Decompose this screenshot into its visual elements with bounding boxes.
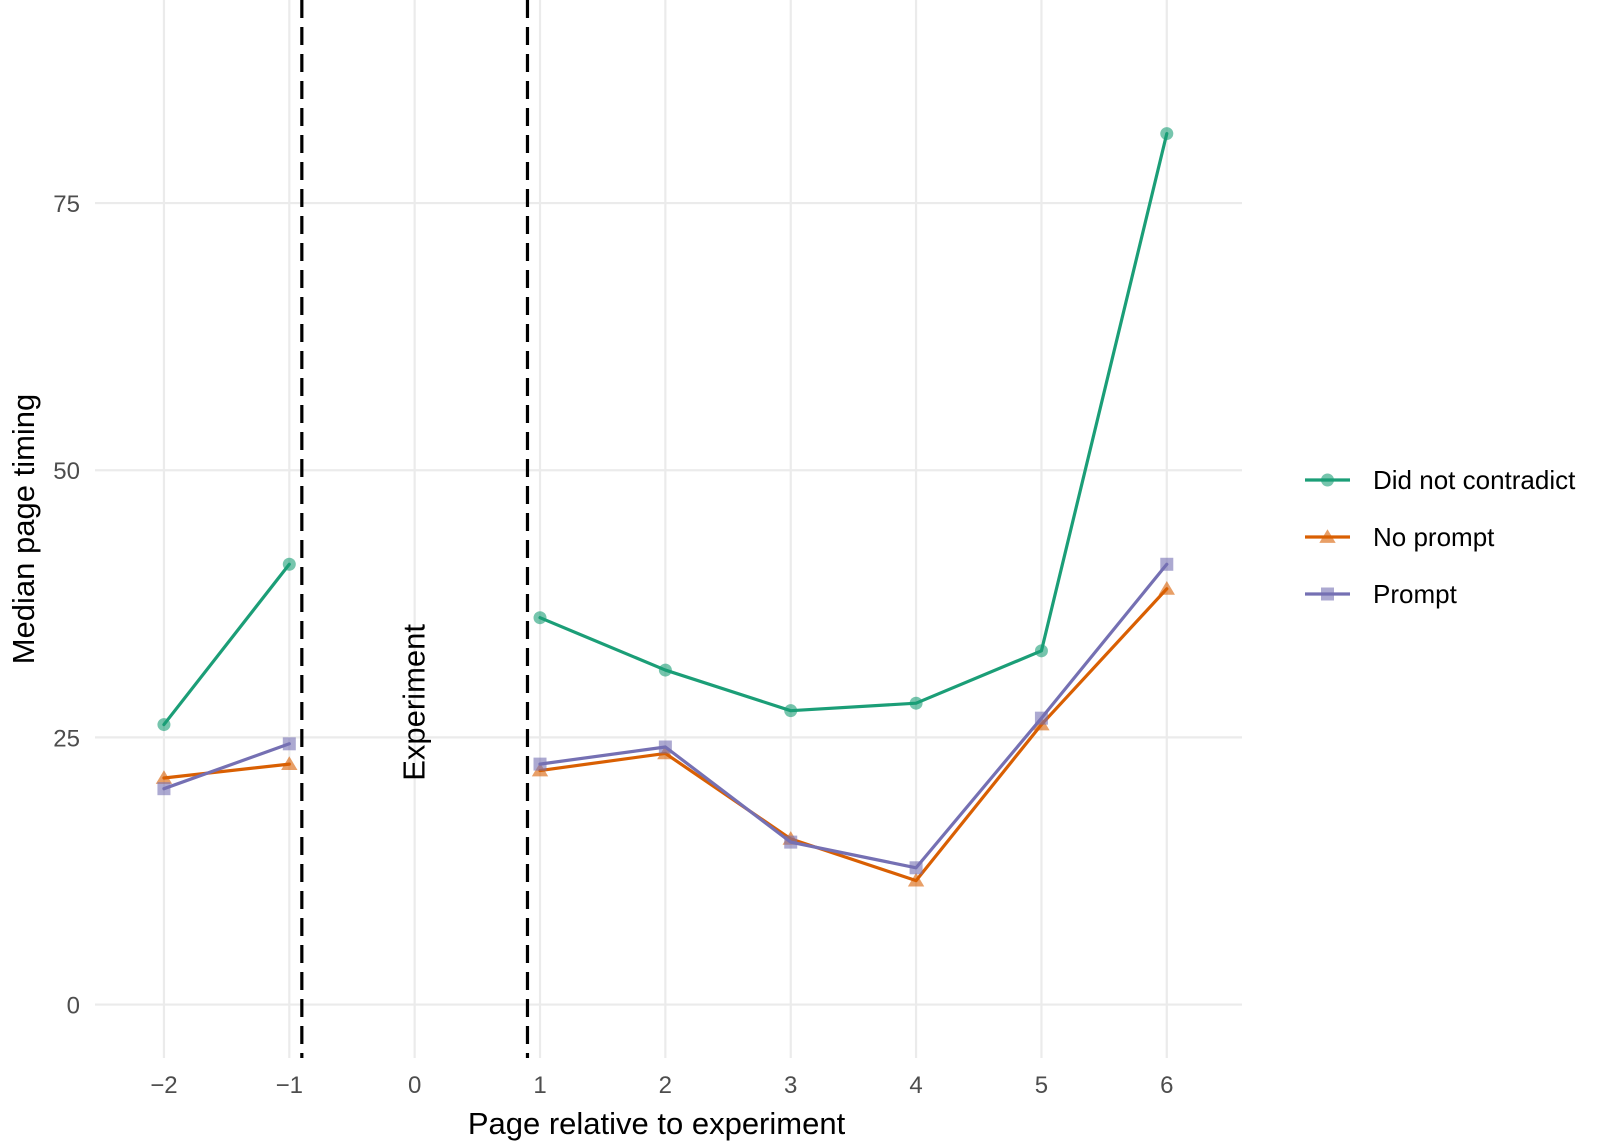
x-tick-labels: −2 −1 0 1 2 3 4 5 6 <box>150 1072 1173 1099</box>
series-line-no-prompt-segment-1 <box>162 762 291 780</box>
data-point-prompt <box>1034 711 1048 725</box>
annotation-layer: Experiment <box>397 624 432 781</box>
data-point-no-prompt <box>1158 581 1175 595</box>
legend-key-marker <box>1321 473 1334 487</box>
x-tick-label: −2 <box>150 1072 177 1099</box>
data-point-no-prompt <box>155 770 173 784</box>
series-line-did-not-contradict-segment-1 <box>162 562 291 727</box>
experiment-annotation: Experiment <box>397 624 432 781</box>
data-point-prompt <box>909 861 923 875</box>
y-tick-label: 0 <box>67 993 80 1020</box>
data-point-prompt <box>282 737 296 751</box>
data-point-prompt <box>784 835 798 849</box>
y-tick-label: 25 <box>53 725 80 752</box>
legend-key-marker <box>1319 529 1336 543</box>
x-tick-label: 3 <box>784 1072 797 1099</box>
data-point-no-prompt <box>281 756 298 770</box>
series-no-prompt <box>155 581 1175 887</box>
x-axis-title: Page relative to experiment <box>468 1106 846 1141</box>
x-tick-label: 0 <box>408 1072 421 1099</box>
grid <box>95 0 1242 1058</box>
data-point-no-prompt <box>907 872 925 887</box>
x-tick-label: 4 <box>909 1072 922 1099</box>
experiment-boundaries <box>300 0 530 1058</box>
series-line-prompt-segment-2 <box>538 562 1169 870</box>
legend-label: Prompt <box>1373 579 1458 609</box>
data-point-prompt <box>533 757 547 771</box>
legend-item-no-prompt: No prompt <box>1305 522 1495 552</box>
legend-label: Did not contradict <box>1373 465 1576 495</box>
data-point-did-not-contradict <box>533 611 547 625</box>
legend-key-marker <box>1321 587 1334 601</box>
series-did-not-contradict <box>157 127 1174 732</box>
data-point-did-not-contradict <box>282 557 296 571</box>
y-axis-title: Median page timing <box>6 394 41 665</box>
data-point-did-not-contradict <box>658 663 672 677</box>
y-tick-label: 50 <box>53 458 80 485</box>
legend: Did not contradict No prompt Prompt <box>1305 465 1576 609</box>
legend-label: No prompt <box>1373 522 1495 552</box>
x-tick-label: 1 <box>533 1072 546 1099</box>
data-point-prompt <box>1160 557 1174 571</box>
series-line-no-prompt-segment-2 <box>538 587 1169 883</box>
data-point-prompt <box>658 740 672 754</box>
y-tick-label: 75 <box>53 191 80 218</box>
legend-item-prompt: Prompt <box>1305 579 1458 609</box>
data-point-did-not-contradict <box>784 704 798 718</box>
series-layer <box>155 127 1175 887</box>
data-point-did-not-contradict <box>909 696 923 710</box>
x-tick-label: 2 <box>659 1072 672 1099</box>
x-tick-label: 6 <box>1160 1072 1173 1099</box>
x-tick-label: 5 <box>1035 1072 1048 1099</box>
data-point-prompt <box>157 782 171 796</box>
legend-item-did-not-contradict: Did not contradict <box>1305 465 1576 495</box>
data-point-did-not-contradict <box>157 718 171 732</box>
x-tick-label: −1 <box>276 1072 303 1099</box>
y-tick-labels: 0 25 50 75 <box>53 191 80 1020</box>
series-prompt <box>157 557 1174 875</box>
series-line-did-not-contradict-segment-2 <box>538 131 1169 713</box>
series-line-prompt-segment-1 <box>162 742 291 791</box>
data-point-did-not-contradict <box>1160 127 1174 141</box>
data-point-did-not-contradict <box>1034 644 1048 658</box>
